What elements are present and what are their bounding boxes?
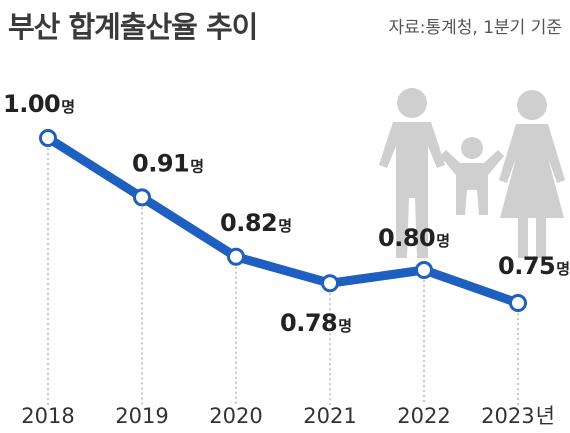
value-label-2021: 0.78명 [280,309,352,337]
child-body [440,150,504,215]
markers-group [39,129,527,312]
data-point-2022 [415,261,433,279]
data-point-2021 [321,274,339,293]
x-axis-ticks: 2018 2019 2020 2021 2022 2023년 [21,404,555,428]
x-tick-2023: 2023년 [481,404,555,428]
x-tick-2020: 2020 [209,404,262,428]
value-label-2018: 1.00명 [3,90,75,118]
value-label-2019: 0.91명 [132,149,204,177]
series-line [43,133,523,308]
value-label-2022: 0.80명 [378,224,450,252]
source-note: 자료:통계청, 1분기 기준 [388,18,562,38]
value-label-2020: 0.82명 [220,209,292,237]
family-icon [379,88,565,258]
series-line-group [43,133,523,308]
data-point-2019 [133,188,151,207]
child-head [461,137,483,159]
father-body [379,122,445,258]
chart-title: 부산 합계출산율 추이 [8,10,258,44]
mother-body [499,124,565,258]
data-point-2020 [227,247,245,266]
x-tick-2019: 2019 [115,404,168,428]
value-labels: 1.00명 0.91명 0.82명 0.78명 0.80명 0.75명 [3,90,570,337]
data-point-2023 [509,294,527,312]
x-tick-2021: 2021 [303,404,356,428]
data-point-2018 [39,129,57,147]
x-tick-2022: 2022 [397,404,450,428]
guide-lines [47,138,519,405]
x-tick-2018: 2018 [21,404,74,428]
father-head [397,88,427,118]
value-label-2023: 0.75명 [498,252,570,280]
mother-head [517,90,547,120]
